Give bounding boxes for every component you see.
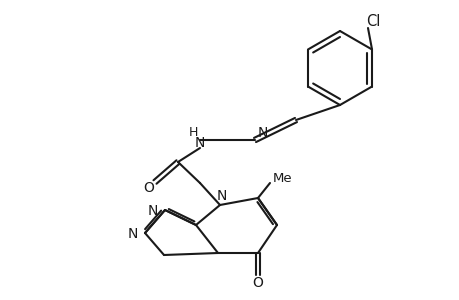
Text: N: N [147,204,158,218]
Text: Me: Me [272,172,292,184]
Text: Cl: Cl [365,14,379,29]
Text: O: O [143,181,154,195]
Text: H: H [188,125,197,139]
Text: N: N [195,136,205,150]
Text: N: N [257,126,268,140]
Text: N: N [216,189,227,203]
Text: N: N [128,227,138,241]
Text: O: O [252,276,263,290]
